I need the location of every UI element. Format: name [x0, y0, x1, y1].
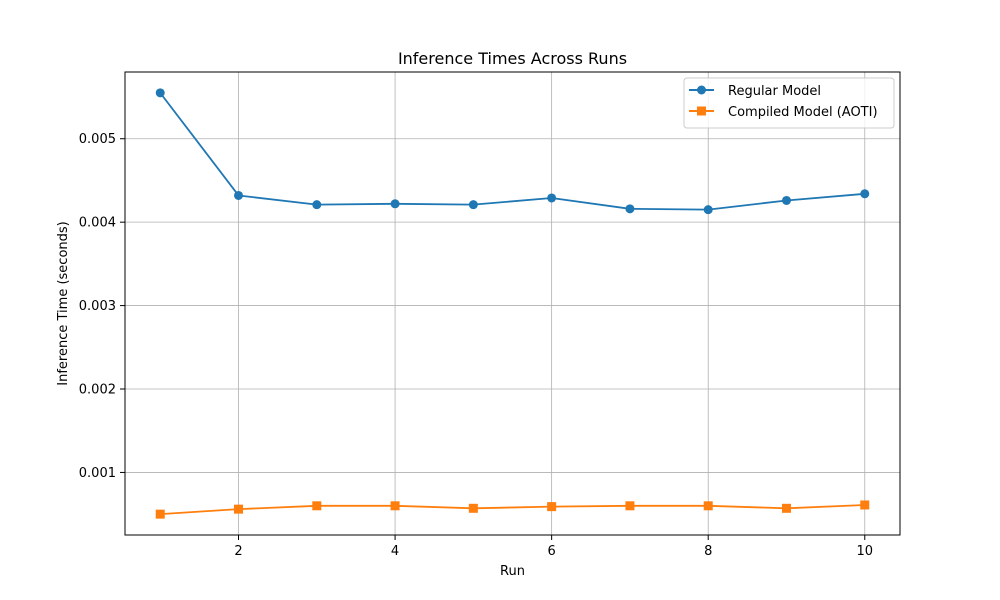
x-tick-label: 6	[548, 544, 556, 559]
x-axis-label: Run	[500, 564, 525, 579]
legend-marker-square-icon	[697, 106, 706, 116]
y-tick-label: 0.004	[79, 216, 116, 231]
data-point-square-s1-5	[547, 502, 557, 512]
axis-ticks: 2 4 6 8 10 0.001 0.002 0.003 0.004 0.005	[79, 132, 873, 559]
x-tick-label: 10	[856, 544, 873, 559]
data-point-circle-s0-9	[860, 189, 870, 199]
data-point-square-s1-7	[703, 501, 713, 511]
series-line-1	[160, 504, 865, 516]
data-point-circle-s0-6	[625, 204, 635, 214]
y-tick-label: 0.002	[79, 383, 116, 398]
data-point-square-s1-8	[781, 503, 791, 513]
data-point-square-s1-1	[234, 504, 244, 514]
data-point-circle-s0-5	[547, 193, 557, 203]
data-point-square-s1-4	[468, 503, 478, 513]
data-point-square-s1-2	[312, 501, 322, 511]
x-tick-label: 8	[704, 544, 712, 559]
legend-marker-circle-icon	[697, 85, 706, 95]
y-tick-label: 0.001	[79, 466, 116, 481]
data-point-circle-s0-0	[155, 88, 165, 98]
legend-label-regular: Regular Model	[728, 84, 821, 99]
data-point-square-s1-0	[155, 509, 165, 519]
legend-box	[683, 77, 895, 129]
plot-frame	[124, 71, 901, 536]
y-tick-label: 0.005	[79, 132, 116, 147]
data-point-circle-s0-4	[468, 200, 478, 210]
data-point-square-s1-6	[625, 501, 635, 511]
y-axis-label: Inference Time (seconds)	[56, 221, 71, 385]
data-point-circle-s0-7	[703, 205, 713, 215]
data-point-square-s1-3	[390, 501, 400, 511]
y-tick-label: 0.003	[79, 299, 116, 314]
legend-label-compiled: Compiled Model (AOTI)	[728, 105, 878, 120]
chart-title: Inference Times Across Runs	[398, 49, 627, 68]
series-line-0	[159, 92, 865, 211]
data-point-circle-s0-1	[234, 190, 244, 200]
data-point-circle-s0-2	[312, 200, 322, 210]
series-layer	[155, 88, 870, 519]
data-point-circle-s0-3	[390, 199, 400, 209]
x-tick-label: 2	[234, 544, 242, 559]
grid	[125, 72, 900, 535]
x-tick-label: 4	[391, 544, 399, 559]
legend: Regular Model Compiled Model (AOTI)	[683, 77, 895, 129]
data-point-square-s1-9	[860, 500, 870, 510]
data-point-circle-s0-8	[781, 195, 791, 205]
